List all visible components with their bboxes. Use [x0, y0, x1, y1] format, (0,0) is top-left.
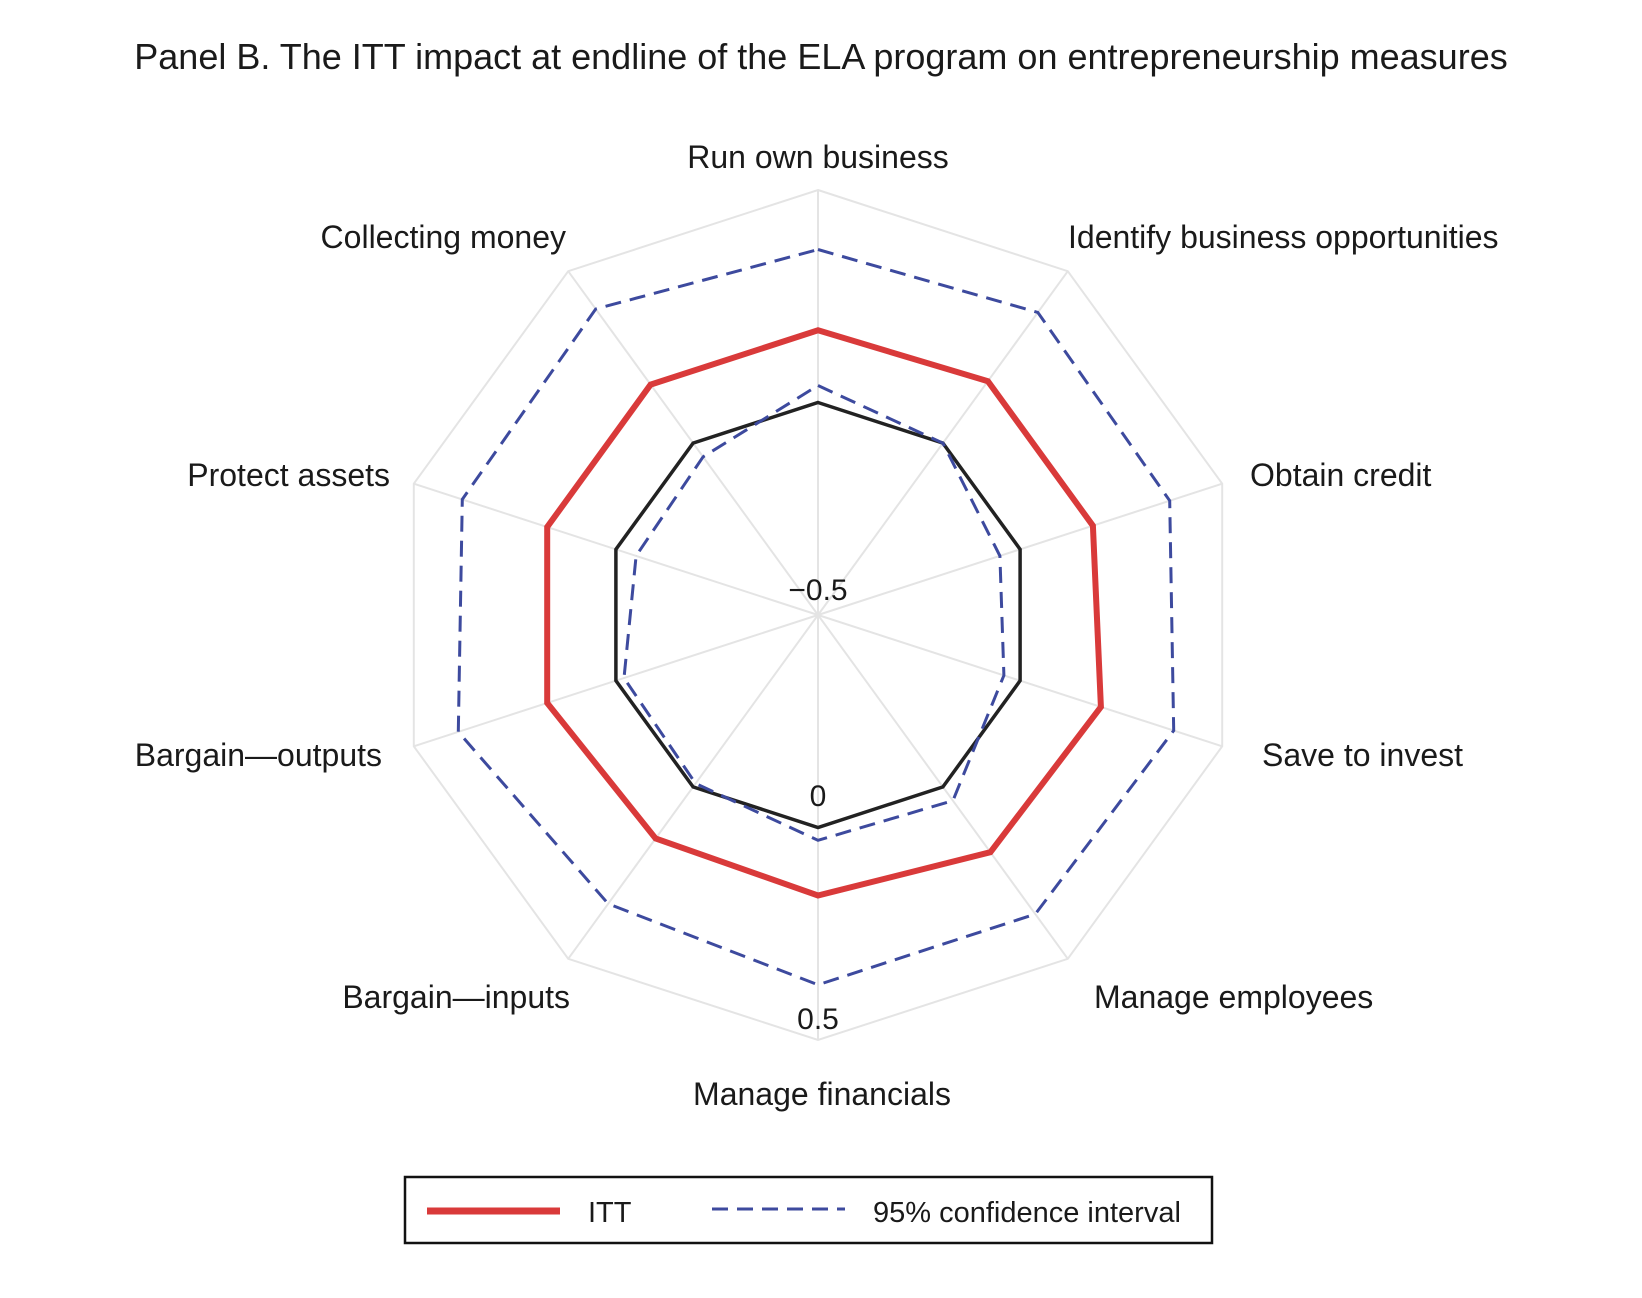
axis-label-4: Manage employees — [1094, 979, 1373, 1015]
axis-label-0: Run own business — [687, 139, 948, 175]
radial-tick-label: −0.5 — [788, 574, 847, 607]
legend-label-ci: 95% confidence interval — [873, 1197, 1181, 1229]
chart-title: Panel B. The ITT impact at endline of th… — [134, 36, 1508, 77]
grid-layer — [412, 188, 1224, 1042]
outer-grid-ring — [412, 188, 1224, 1042]
axis-label-1: Identify business opportunities — [1068, 219, 1498, 255]
axis-label-7: Bargain—outputs — [135, 737, 382, 773]
series-layer — [456, 247, 1176, 987]
axis-label-3: Save to invest — [1262, 737, 1463, 773]
axis-label-6: Bargain—inputs — [342, 979, 570, 1015]
axis-label-2: Obtain credit — [1250, 457, 1432, 493]
axis-label-8: Protect assets — [187, 457, 390, 493]
label-layer: −0.5 0 0.5 Run own business Identify busines… — [135, 139, 1499, 1112]
legend-label-itt: ITT — [588, 1197, 632, 1229]
radial-tick-label: 0 — [810, 780, 827, 813]
axis-label-9: Collecting money — [321, 219, 566, 255]
legend-layer: ITT 95% confidence interval — [403, 1175, 1214, 1245]
radial-tick-label: 0.5 — [797, 1003, 839, 1036]
axis-label-5: Manage financials — [693, 1076, 951, 1112]
series-95-confidence-interval — [456, 247, 1176, 987]
